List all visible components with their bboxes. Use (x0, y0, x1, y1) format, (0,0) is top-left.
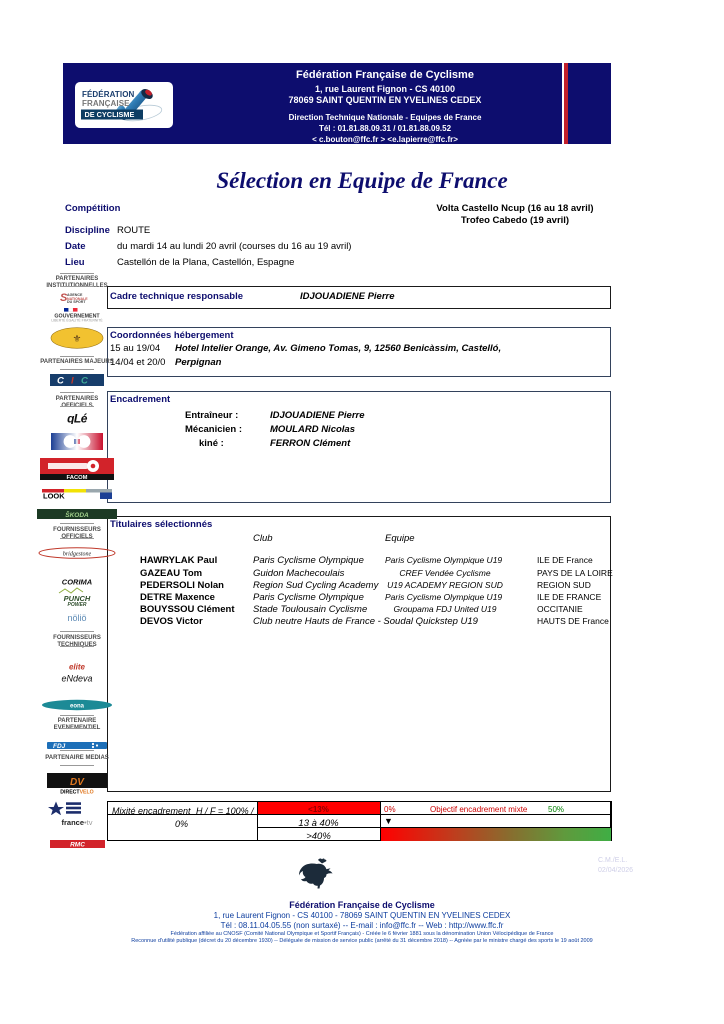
svg-text:DU SPORT: DU SPORT (67, 300, 86, 303)
svg-text:eona: eona (69, 704, 84, 710)
svg-text:FACOM: FACOM (67, 475, 88, 480)
svg-text:elite: elite (69, 663, 86, 670)
svg-text:nöliö: nöliö (67, 613, 86, 623)
svg-text:DV: DV (70, 777, 85, 788)
svg-text:eNdeva: eNdeva (61, 674, 92, 684)
svg-text:CORIMA: CORIMA (62, 578, 92, 585)
svg-text:C: C (57, 376, 64, 387)
svg-text:DE CYCLISME: DE CYCLISME (85, 110, 135, 119)
svg-text:C: C (81, 376, 88, 387)
svg-text:FDJ: FDJ (53, 743, 66, 749)
svg-text:POWER: POWER (68, 602, 87, 607)
svg-text:⚜: ⚜ (73, 334, 82, 345)
svg-text:FÉDÉRATION: FÉDÉRATION (82, 90, 135, 99)
svg-text:LOOK: LOOK (43, 492, 65, 500)
svg-text:bridgestone: bridgestone (63, 552, 92, 558)
svg-text:I: I (71, 376, 74, 387)
svg-text:LIBERTÉ ÉGALITÉ FRATERNITÉ: LIBERTÉ ÉGALITÉ FRATERNITÉ (51, 318, 103, 323)
svg-text:DIRECTVELO: DIRECTVELO (60, 790, 93, 796)
svg-text:RMC: RMC (70, 842, 85, 849)
svg-text:FRANÇAISE: FRANÇAISE (82, 99, 130, 108)
svg-text:ŠKODA: ŠKODA (65, 510, 89, 519)
svg-text:qLé: qLé (67, 412, 88, 424)
